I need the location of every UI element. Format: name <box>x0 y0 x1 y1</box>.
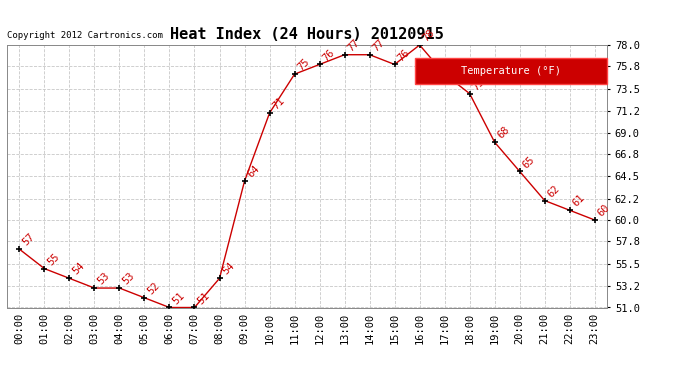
Text: 62: 62 <box>546 183 562 199</box>
Text: 68: 68 <box>496 125 512 141</box>
Text: 53: 53 <box>121 271 137 286</box>
Text: 54: 54 <box>221 261 237 277</box>
Text: 51: 51 <box>170 290 186 306</box>
Text: 76: 76 <box>321 47 337 63</box>
Text: 61: 61 <box>571 193 586 209</box>
Text: 76: 76 <box>396 47 412 63</box>
Text: 78: 78 <box>421 28 437 44</box>
Title: Heat Index (24 Hours) 20120915: Heat Index (24 Hours) 20120915 <box>170 27 444 42</box>
Text: 60: 60 <box>596 202 612 219</box>
Text: 77: 77 <box>346 38 362 53</box>
Text: 55: 55 <box>46 251 61 267</box>
Text: 64: 64 <box>246 164 262 180</box>
Text: 71: 71 <box>270 96 286 112</box>
Text: Copyright 2012 Cartronics.com: Copyright 2012 Cartronics.com <box>7 31 163 40</box>
Text: 75: 75 <box>296 57 312 73</box>
Text: 65: 65 <box>521 154 537 170</box>
Text: Temperature (°F): Temperature (°F) <box>461 66 561 76</box>
Text: 51: 51 <box>196 290 212 306</box>
FancyBboxPatch shape <box>415 58 607 84</box>
Text: 54: 54 <box>70 261 86 277</box>
Text: 57: 57 <box>21 232 37 248</box>
Text: 75: 75 <box>446 57 462 73</box>
Text: 77: 77 <box>371 38 386 53</box>
Text: 53: 53 <box>96 271 112 286</box>
Text: 52: 52 <box>146 280 161 296</box>
Text: 73: 73 <box>471 76 486 92</box>
